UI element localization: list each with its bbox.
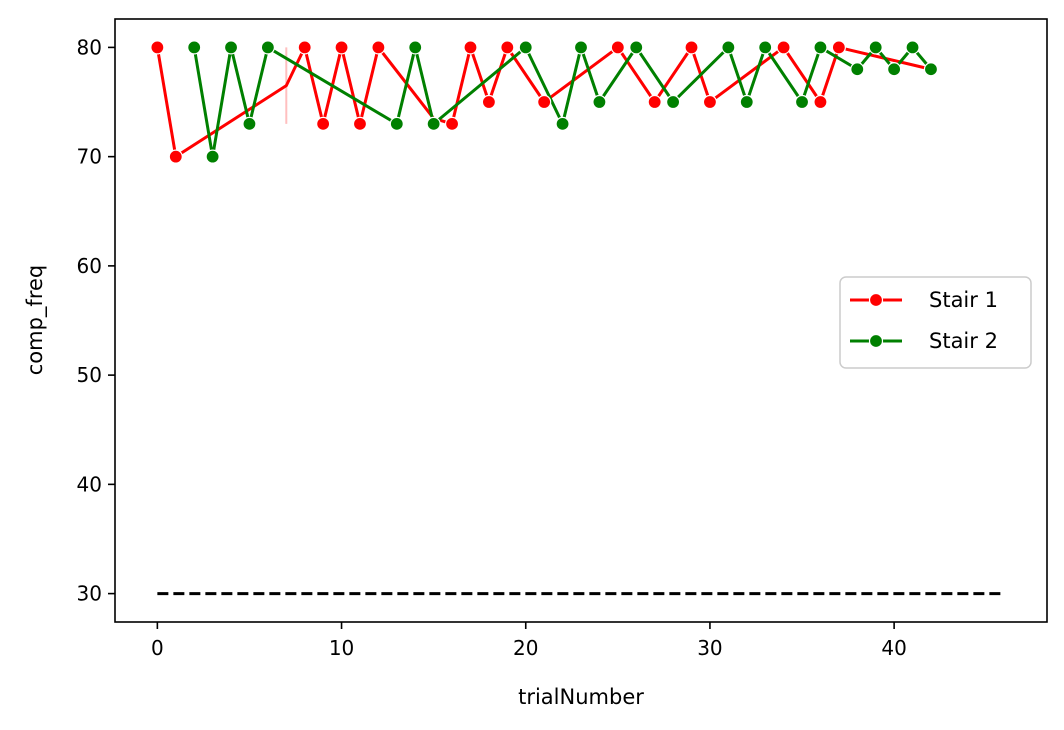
legend-label-stair-2: Stair 2 xyxy=(929,329,998,353)
y-tick-label: 70 xyxy=(77,145,102,169)
y-tick-label: 80 xyxy=(77,35,102,59)
data-point-series-2 xyxy=(426,116,441,131)
data-point-series-2 xyxy=(408,40,423,55)
data-point-series-2 xyxy=(665,94,681,110)
data-point-series-1 xyxy=(150,40,165,55)
data-point-series-1 xyxy=(463,40,478,55)
y-tick-label: 30 xyxy=(77,582,102,606)
data-point-series-2 xyxy=(794,94,810,110)
data-point-series-1 xyxy=(500,40,515,55)
data-point-series-2 xyxy=(721,40,736,55)
axes-frame xyxy=(114,18,1048,623)
data-point-series-2 xyxy=(758,40,773,55)
data-point-series-1 xyxy=(334,40,349,55)
x-tick-label: 30 xyxy=(697,636,722,660)
data-point-series-1 xyxy=(610,40,625,55)
data-point-series-2 xyxy=(850,62,865,77)
data-point-series-1 xyxy=(831,40,846,55)
series-line-1 xyxy=(155,45,932,159)
data-point-series-2 xyxy=(887,62,902,77)
data-point-series-2 xyxy=(923,62,939,77)
data-point-series-2 xyxy=(739,94,754,110)
data-point-series-2 xyxy=(592,94,607,110)
data-point-series-2 xyxy=(223,40,239,55)
y-tick-label: 60 xyxy=(77,254,102,278)
data-point-series-1 xyxy=(371,40,386,55)
data-point-series-2 xyxy=(629,40,644,55)
data-point-series-1 xyxy=(316,116,331,131)
data-point-series-2 xyxy=(187,40,202,55)
x-tick-label: 20 xyxy=(513,636,538,660)
data-point-series-2 xyxy=(242,116,257,131)
data-point-series-1 xyxy=(537,94,552,110)
data-point-series-2 xyxy=(555,116,570,131)
data-point-series-1 xyxy=(684,40,699,55)
data-point-series-1 xyxy=(776,40,791,55)
data-point-series-1 xyxy=(297,40,312,55)
x-tick-label: 0 xyxy=(151,636,164,660)
axis-ticks: 0 10 20 30 40 30 40 50 60 70 80 xyxy=(77,35,907,660)
data-point-series-2 xyxy=(260,40,275,55)
data-point-series-2 xyxy=(389,116,404,131)
data-point-series-2 xyxy=(905,40,920,55)
y-tick-label: 40 xyxy=(77,472,102,496)
data-point-series-1 xyxy=(813,94,828,110)
data-point-series-2 xyxy=(573,40,589,55)
data-point-series-1 xyxy=(702,94,718,110)
y-axis-label: comp_freq xyxy=(23,265,48,376)
data-point-series-2 xyxy=(205,149,220,164)
data-point-series-1 xyxy=(481,94,497,110)
data-point-series-2 xyxy=(518,40,533,55)
x-tick-label: 10 xyxy=(329,636,354,660)
data-point-series-1 xyxy=(352,116,368,131)
x-tick-label: 40 xyxy=(881,636,906,660)
data-point-series-2 xyxy=(813,40,828,55)
legend-marker-stair-2 xyxy=(868,333,884,349)
legend-marker-stair-1 xyxy=(868,292,884,308)
y-tick-label: 50 xyxy=(77,363,102,387)
data-point-series-1 xyxy=(647,94,662,110)
data-point-series-1 xyxy=(168,149,183,164)
data-point-series-2 xyxy=(868,40,883,55)
x-axis-label: trialNumber xyxy=(518,685,644,709)
plot-area xyxy=(150,40,1005,596)
data-point-series-1 xyxy=(444,116,460,131)
legend-label-stair-1: Stair 1 xyxy=(929,288,998,312)
legend: Stair 1 Stair 2 xyxy=(839,276,1032,369)
